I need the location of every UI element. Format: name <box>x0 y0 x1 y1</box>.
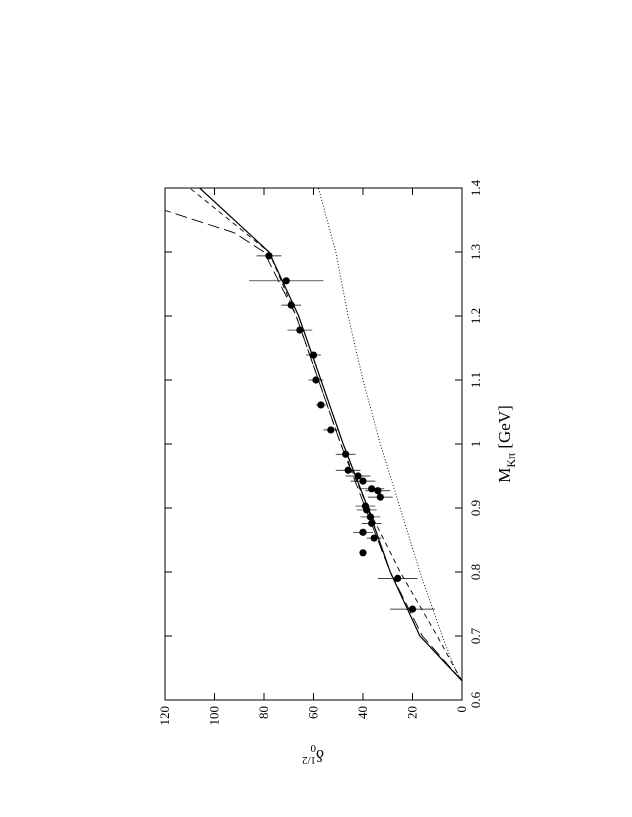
y-axis-label: δ1/20 <box>302 742 324 766</box>
y-tick-label: 60 <box>306 706 321 719</box>
curves <box>165 188 462 682</box>
data-point <box>366 513 375 521</box>
y-tick-label: 40 <box>355 706 370 719</box>
data-point <box>368 519 376 527</box>
y-tick-label: 100 <box>207 706 222 726</box>
y-tick-label: 80 <box>256 706 271 719</box>
x-tick-label: 1.2 <box>468 308 483 324</box>
data-point <box>370 534 378 542</box>
data-point <box>374 487 382 495</box>
data-point <box>327 426 335 434</box>
data-point <box>344 466 352 474</box>
data-point <box>359 477 367 485</box>
data-point <box>361 502 370 510</box>
data-point <box>359 528 367 536</box>
y-tick-label: 20 <box>405 706 420 719</box>
data-point <box>296 326 304 334</box>
x-tick-label: 0.6 <box>468 691 483 708</box>
x-label-sub: Kπ <box>504 453 518 468</box>
plot: MKπ [GeV] δ1/20 0.60.70.80.911.11.21.31.… <box>157 179 518 766</box>
data-point <box>287 301 295 309</box>
data-point <box>309 351 318 359</box>
x-label-unit: [GeV] <box>495 405 514 453</box>
data-point <box>368 485 376 493</box>
plot-frame <box>164 187 463 701</box>
x-tick-label: 0.9 <box>468 500 483 516</box>
data-point <box>342 450 350 458</box>
curve <box>165 209 462 682</box>
data-point <box>408 605 417 613</box>
x-tick-label: 1.3 <box>468 244 483 260</box>
data-point <box>359 549 367 557</box>
data-point <box>317 401 325 409</box>
y-label-sup: 1/2 <box>302 754 316 766</box>
data-point <box>312 376 320 384</box>
y-label-main: δ <box>316 746 324 765</box>
y-tick-label: 120 <box>157 706 172 726</box>
y-tick-label: 0 <box>454 706 469 713</box>
x-tick-label: 1 <box>468 441 483 448</box>
data-point <box>394 574 402 582</box>
x-tick-label: 0.8 <box>468 564 483 580</box>
x-tick-label: 0.7 <box>468 627 483 644</box>
data-point <box>354 472 362 480</box>
curve <box>199 188 462 682</box>
data-point <box>265 252 273 260</box>
x-label-main: M <box>495 468 514 483</box>
data-point <box>282 277 290 285</box>
y-label-sub: 0 <box>310 742 316 754</box>
curve <box>189 188 462 682</box>
data-point <box>376 493 384 501</box>
x-axis-label: MKπ [GeV] <box>495 405 518 483</box>
x-tick-label: 1.1 <box>468 372 483 388</box>
x-tick-label: 1.4 <box>468 179 483 196</box>
